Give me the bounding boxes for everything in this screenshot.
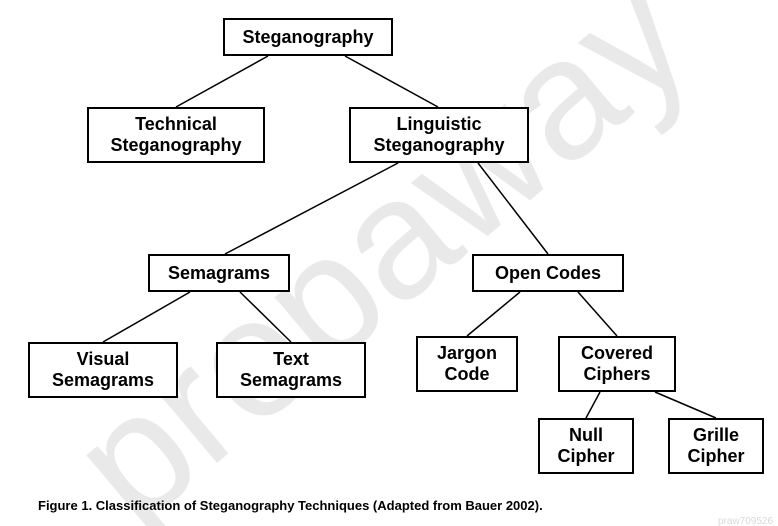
node-linguistic: Linguistic Steganography (349, 107, 529, 163)
watermark: prepaway (0, 0, 778, 526)
edge-root-linguistic (345, 56, 438, 107)
edge-semagrams-textsem (240, 292, 291, 342)
node-grille: Grille Cipher (668, 418, 764, 474)
node-root: Steganography (223, 18, 393, 56)
figure-caption: Figure 1. Classification of Steganograph… (38, 498, 543, 513)
edge-linguistic-opencodes (478, 163, 548, 254)
node-visual: Visual Semagrams (28, 342, 178, 398)
node-textsem: Text Semagrams (216, 342, 366, 398)
edge-linguistic-semagrams (225, 163, 398, 254)
node-jargon: Jargon Code (416, 336, 518, 392)
node-technical: Technical Steganography (87, 107, 265, 163)
edge-opencodes-jargon (467, 292, 520, 336)
tree-edges (0, 0, 778, 526)
node-opencodes: Open Codes (472, 254, 624, 292)
edge-opencodes-covered (578, 292, 617, 336)
node-null: Null Cipher (538, 418, 634, 474)
watermark-small: praw709526 (718, 516, 773, 526)
edge-covered-grille (655, 392, 716, 418)
edge-covered-null (586, 392, 600, 418)
edge-root-technical (176, 56, 268, 107)
node-semagrams: Semagrams (148, 254, 290, 292)
edge-semagrams-visual (103, 292, 190, 342)
node-covered: Covered Ciphers (558, 336, 676, 392)
